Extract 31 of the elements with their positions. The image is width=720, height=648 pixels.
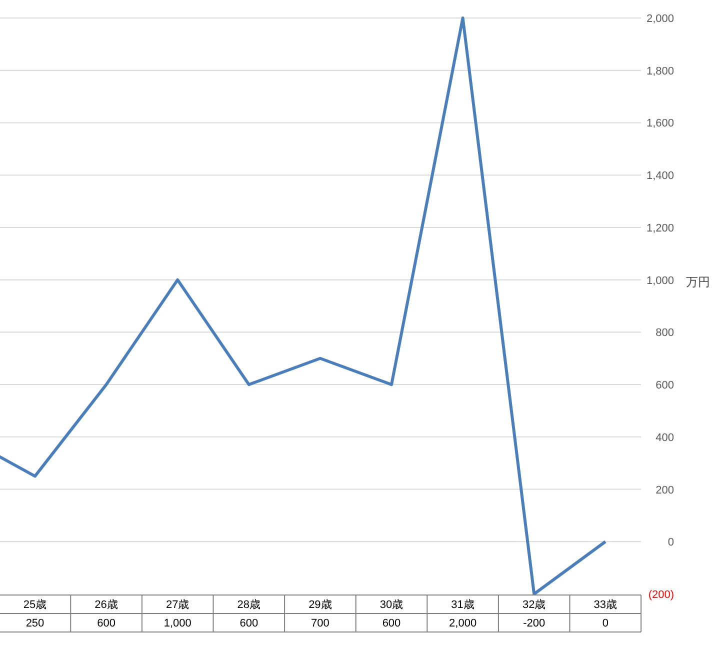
y-tick-label: 1,600 [646, 118, 674, 130]
data-label: 1,000 [164, 618, 192, 630]
x-tick-label: 30歳 [380, 598, 404, 611]
x-tick-label: 27歳 [166, 598, 190, 611]
y-axis-title: 万円 [686, 275, 710, 289]
y-tick-label: (200) [648, 589, 674, 601]
x-tick-label: 28歳 [237, 598, 261, 611]
y-tick-label: 200 [656, 484, 674, 496]
y-tick-label: 400 [656, 432, 674, 444]
data-label: 250 [26, 618, 44, 630]
data-label: 600 [382, 618, 401, 630]
y-tick-label: 1,000 [646, 274, 674, 287]
y-tick-label: 1,800 [646, 65, 674, 78]
y-tick-label: 600 [656, 380, 674, 392]
data-label: 0 [602, 618, 608, 630]
x-tick-label: 26歳 [94, 598, 118, 611]
data-label: -200 [523, 618, 546, 630]
data-label: 2,000 [449, 618, 477, 630]
y-tick-label: 1,200 [646, 222, 674, 234]
x-tick-label: 31歳 [451, 598, 474, 611]
x-tick-label: 33歳 [594, 598, 618, 611]
y-tick-label: 1,400 [646, 170, 674, 182]
y-tick-label: 0 [668, 536, 674, 549]
data-label: 700 [311, 618, 330, 630]
x-tick-label: 25歳 [23, 598, 47, 611]
y-tick-label: 2,000 [646, 13, 674, 25]
x-tick-label: 32歳 [522, 598, 546, 611]
data-label: 600 [240, 618, 258, 630]
x-tick-label: 29歳 [308, 598, 332, 611]
data-label: 600 [97, 618, 116, 630]
y-tick-label: 800 [656, 327, 674, 340]
